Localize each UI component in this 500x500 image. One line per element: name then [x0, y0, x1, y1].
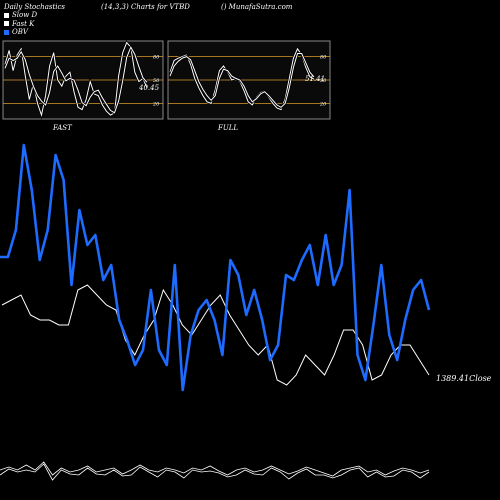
- fast-series-fast-k: [4, 41, 148, 117]
- obv-line: [0, 143, 431, 392]
- fast-panel-label: FAST: [52, 124, 73, 132]
- chart-params: (14,3,3) Charts for VTBD: [101, 3, 190, 11]
- close-price-line: [1, 284, 430, 386]
- fast-tick-label-20: 20: [152, 101, 160, 107]
- legend-swatch-obv: [4, 29, 9, 35]
- fast-tick-label-50: 50: [153, 78, 160, 84]
- legend-item-fast-k: Fast K: [4, 20, 37, 29]
- chart-title: Daily Stochastics: [4, 3, 66, 11]
- lower-line-a: [0, 461, 430, 477]
- legend-label-obv: OBV: [12, 28, 28, 36]
- full-tick-label-50: 50: [320, 78, 327, 84]
- legend-item-slow-d: Slow D: [4, 11, 37, 20]
- legend-label-fast-k: Fast K: [12, 19, 35, 28]
- site-credit: () MunafaSutra.com: [221, 3, 293, 11]
- fast-value-label: 40.45: [138, 84, 160, 92]
- fast-series-slow-d: [4, 46, 148, 114]
- legend-swatch-fast-k: [4, 21, 9, 27]
- legend-label-slow-d: Slow D: [12, 11, 38, 19]
- legend-swatch-slow-d: [4, 12, 9, 18]
- lower-line-b: [0, 463, 430, 481]
- close-value-label: 1389.41Close: [436, 374, 492, 383]
- legend-item-obv: OBV: [4, 28, 37, 37]
- chart-legend: Slow D Fast K OBV: [4, 11, 37, 37]
- full-series-slow-d: [169, 53, 315, 108]
- full-tick-label-20: 20: [319, 101, 327, 107]
- full-value-label: 51.41: [305, 75, 325, 83]
- full-tick-label-80: 80: [320, 55, 327, 61]
- fast-tick-label-80: 80: [153, 55, 160, 61]
- full-panel-label: FULL: [217, 124, 238, 132]
- full-series-fast-k: [169, 47, 315, 111]
